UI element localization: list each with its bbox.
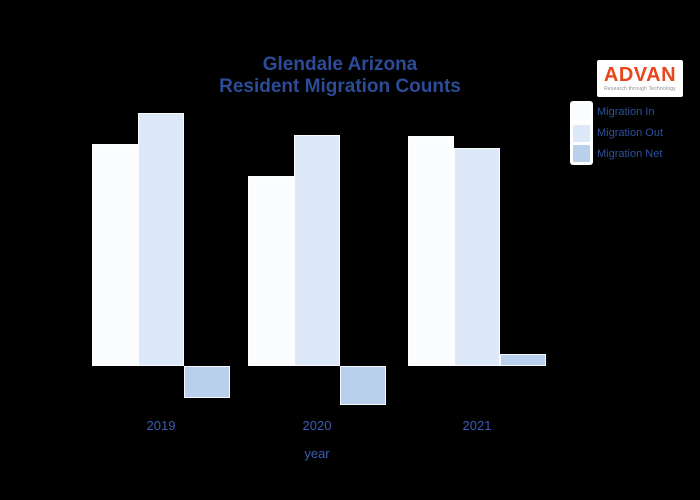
legend: Migration In Migration Out Migration Net — [597, 101, 663, 165]
x-tick-label-2021: 2021 — [462, 418, 492, 433]
x-tick-label-2019: 2019 — [146, 418, 176, 433]
chart-title-line1: Glendale Arizona — [262, 54, 418, 75]
legend-label-migration-in: Migration In — [597, 105, 655, 118]
x-axis-title: year — [304, 446, 330, 461]
advan-logo-text: ADVAN — [603, 64, 677, 86]
bar-migration-out-2021 — [454, 148, 500, 366]
legend-label-migration-out: Migration Out — [597, 126, 664, 139]
advan-logo: ADVAN Research through Technology — [597, 60, 683, 97]
chart-title: Glendale Arizona Resident Migration Coun… — [0, 54, 680, 98]
chart-title-line2: Resident Migration Counts — [219, 76, 461, 97]
bar-migration-out-2019 — [138, 113, 184, 366]
bar-migration-net-2019 — [184, 366, 230, 398]
legend-label-migration-net: Migration Net — [597, 148, 663, 161]
bar-migration-net-2021 — [500, 354, 546, 366]
bar-migration-in-2020 — [248, 176, 294, 366]
bar-migration-in-2021 — [408, 136, 454, 366]
legend-key-box — [570, 101, 593, 165]
bar-migration-net-2020 — [340, 366, 386, 405]
legend-key-migration-out-swatch — [573, 124, 590, 142]
legend-key-migration-in-swatch — [573, 104, 590, 122]
legend-key-migration-net-swatch — [573, 144, 590, 162]
bar-migration-in-2019 — [92, 144, 138, 366]
advan-logo-tagline: Research through Technology — [604, 86, 676, 92]
x-tick-label-2020: 2020 — [302, 418, 332, 433]
bar-migration-out-2020 — [294, 135, 340, 366]
